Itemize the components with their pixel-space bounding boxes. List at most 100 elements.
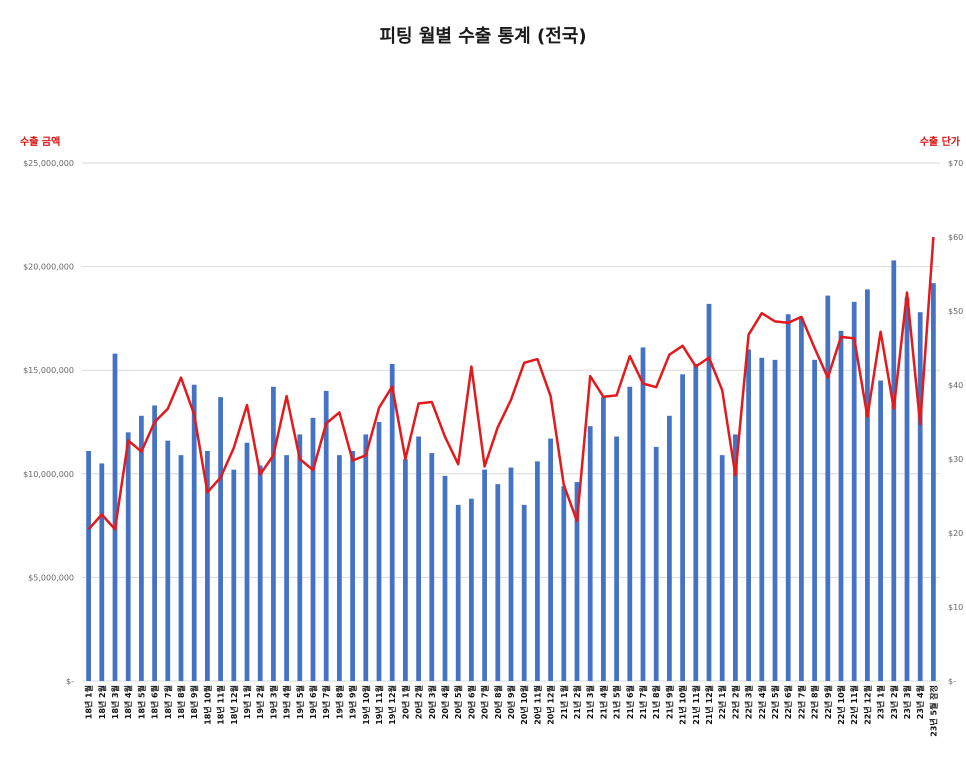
bar: [350, 451, 355, 681]
x-tick-label: 23년 3월: [902, 685, 912, 719]
bar: [653, 446, 659, 681]
bar: [561, 486, 567, 681]
bar: [363, 434, 369, 681]
bar: [865, 289, 870, 681]
x-tick-label: 18년 9월: [189, 685, 199, 719]
x-tick-label: 19년 10월: [361, 685, 371, 725]
x-tick-label: 21년 8월: [651, 685, 661, 719]
left-tick-label: $15,000,000: [23, 366, 74, 375]
bar: [429, 453, 435, 681]
bar: [825, 295, 831, 681]
bar: [257, 465, 263, 681]
right-tick-label: $50: [948, 307, 963, 316]
right-tick-label: $40: [948, 381, 963, 390]
bar: [337, 455, 342, 681]
price-line: [87, 236, 935, 531]
bar: [178, 455, 184, 681]
right-axis-title: 수출 단가: [919, 137, 960, 148]
bar: [389, 363, 395, 681]
x-tick-label: 20년 1월: [400, 685, 410, 719]
bar: [297, 434, 303, 681]
x-tick-label: 21년 9월: [664, 685, 674, 719]
left-tick-label: $10,000,000: [23, 470, 74, 479]
bar: [851, 301, 857, 681]
x-tick-label: 22년 10월: [836, 685, 846, 725]
bar: [785, 314, 791, 681]
right-tick-label: $-: [948, 677, 956, 686]
bar: [904, 297, 910, 681]
bar: [508, 467, 514, 681]
right-tick-label: $30: [948, 455, 963, 464]
bar: [403, 459, 408, 681]
bar: [310, 417, 316, 681]
bar: [139, 415, 144, 681]
x-tick-label: 18년 4월: [123, 685, 133, 719]
x-tick-label: 19년 7월: [321, 685, 331, 719]
bar: [627, 386, 633, 681]
bar: [587, 426, 593, 681]
x-tick-label: 18년 6월: [150, 685, 160, 719]
bar: [495, 484, 501, 681]
bar: [917, 312, 923, 681]
bar: [878, 380, 883, 681]
bar: [574, 482, 580, 681]
x-tick-label: 20년 6월: [466, 685, 476, 719]
x-tick-label: 20년 8월: [493, 685, 503, 719]
x-tick-label: 22년 12월: [862, 685, 872, 725]
x-tick-label: 18년 2월: [97, 685, 107, 719]
x-tick-label: 19년 12월: [387, 685, 397, 725]
x-tick-label: 19년 3월: [268, 685, 278, 719]
x-tick-label: 20년 11월: [532, 685, 542, 725]
x-tick-label: 21년 2월: [572, 685, 582, 719]
bar: [667, 415, 672, 681]
bar: [706, 303, 712, 681]
x-tick-label: 21년 5월: [612, 685, 622, 719]
x-tick-label: 19년 8월: [334, 685, 344, 719]
x-tick-label: 18년 3월: [110, 685, 120, 719]
x-tick-label: 21년 10월: [678, 685, 688, 725]
bar: [772, 359, 778, 681]
bar: [614, 436, 619, 681]
x-tick-label: 22년 5월: [770, 685, 780, 719]
left-tick-label: $25,000,000: [23, 159, 74, 168]
x-tick-label: 22년 2월: [730, 685, 740, 719]
bar: [376, 422, 382, 681]
bar: [442, 475, 448, 681]
bar: [218, 397, 223, 681]
bar: [746, 349, 751, 681]
x-tick-label: 21년 4월: [598, 685, 608, 719]
bar: [284, 455, 289, 681]
x-tick-label: 19년 11월: [374, 685, 384, 725]
bar: [469, 498, 474, 681]
bar: [112, 353, 118, 681]
x-tick-label: 21년 3월: [585, 685, 595, 719]
bar: [244, 442, 250, 681]
bar: [640, 347, 646, 681]
left-axis-title: 수출 금액: [20, 137, 61, 148]
x-tick-label: 20년 12월: [546, 685, 556, 725]
bar: [548, 438, 553, 681]
x-tick-label: 20년 9월: [506, 685, 516, 719]
x-tick-label: 22년 11월: [849, 685, 859, 725]
x-tick-label: 21년 6월: [625, 685, 635, 719]
left-tick-label: $20,000,000: [23, 263, 74, 272]
x-tick-label: 18년 10월: [202, 685, 212, 725]
bar: [812, 359, 817, 681]
x-tick-label: 20년 3월: [427, 685, 437, 719]
bar: [99, 463, 105, 681]
bar: [799, 318, 804, 681]
x-tick-label: 22년 9월: [823, 685, 833, 719]
bar: [205, 451, 210, 681]
x-tick-label: 22년 1월: [717, 685, 727, 719]
left-tick-label: $-: [66, 677, 74, 686]
right-tick-label: $10: [948, 603, 963, 612]
bar: [125, 432, 131, 681]
bar: [680, 374, 685, 681]
x-tick-label: 20년 10월: [519, 685, 529, 725]
x-tick-label: 22년 6월: [783, 685, 793, 719]
x-tick-label: 20년 4월: [440, 685, 450, 719]
x-tick-label: 18년 5월: [136, 685, 146, 719]
x-tick-label: 18년 1월: [84, 685, 94, 719]
right-tick-label: $70: [948, 159, 963, 168]
